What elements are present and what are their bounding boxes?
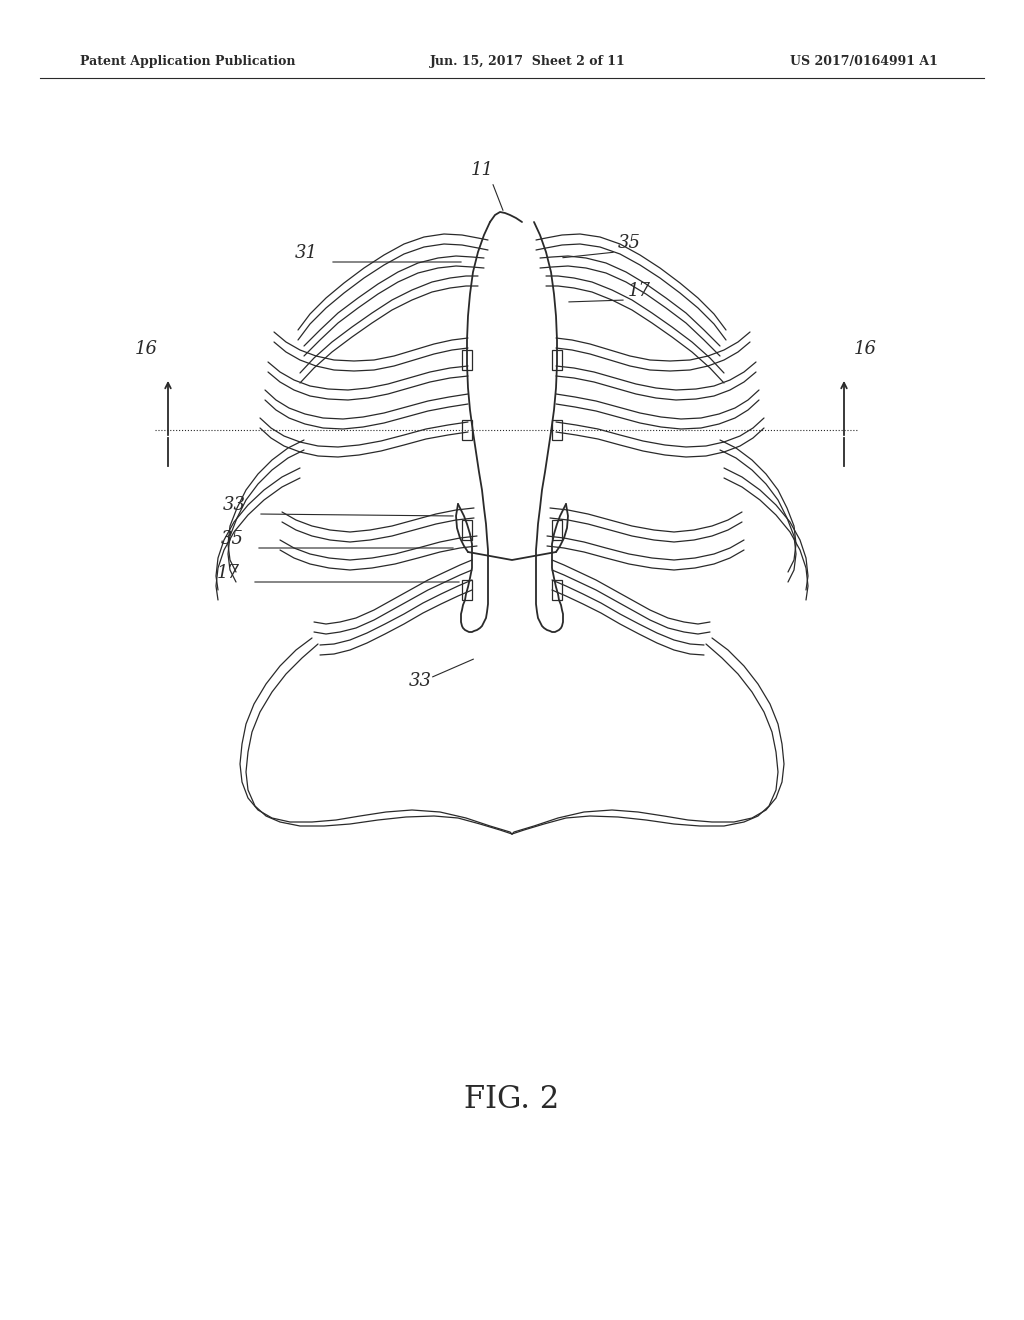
Text: 35: 35	[618, 234, 641, 252]
Text: 16: 16	[135, 341, 158, 358]
Bar	[552, 520, 562, 540]
Bar	[552, 420, 562, 440]
Text: 17: 17	[217, 564, 240, 582]
Text: 33: 33	[223, 496, 246, 513]
Text: 11: 11	[470, 161, 494, 180]
Bar	[552, 579, 562, 601]
Text: Patent Application Publication: Patent Application Publication	[80, 55, 296, 69]
Text: 31: 31	[295, 244, 318, 261]
Bar	[462, 520, 472, 540]
Text: Jun. 15, 2017  Sheet 2 of 11: Jun. 15, 2017 Sheet 2 of 11	[430, 55, 626, 69]
Bar	[462, 579, 472, 601]
Text: 33: 33	[409, 672, 431, 690]
Bar	[462, 350, 472, 370]
Text: US 2017/0164991 A1: US 2017/0164991 A1	[790, 55, 938, 69]
Text: 16: 16	[854, 341, 877, 358]
Text: 17: 17	[628, 282, 651, 300]
Text: FIG. 2: FIG. 2	[464, 1085, 560, 1115]
Bar	[462, 420, 472, 440]
Bar	[552, 350, 562, 370]
Text: 35: 35	[221, 531, 244, 548]
